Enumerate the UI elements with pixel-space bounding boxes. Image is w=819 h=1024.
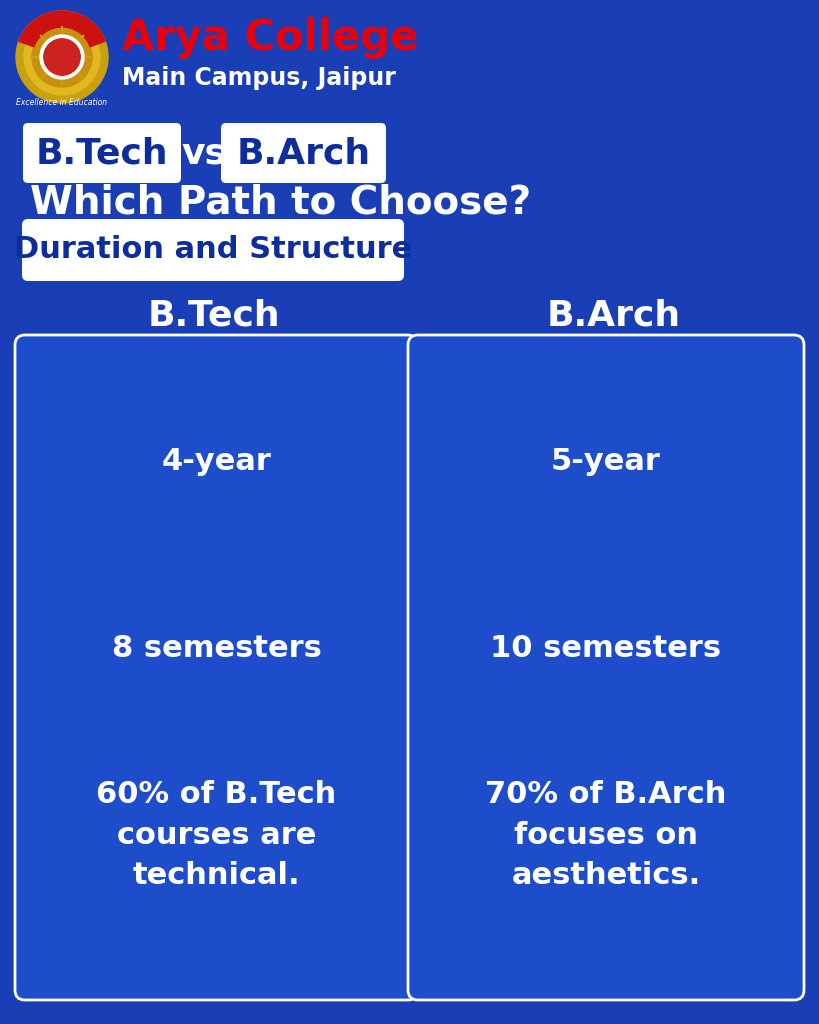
Text: 70% of B.Arch
focuses on
aesthetics.: 70% of B.Arch focuses on aesthetics.: [486, 780, 726, 890]
Text: Arya College: Arya College: [122, 17, 419, 59]
FancyBboxPatch shape: [15, 335, 418, 1000]
FancyBboxPatch shape: [0, 0, 819, 115]
FancyBboxPatch shape: [221, 123, 386, 183]
Wedge shape: [19, 11, 105, 47]
Text: 4-year: 4-year: [161, 446, 271, 475]
Text: B.Tech: B.Tech: [147, 298, 280, 332]
Text: Excellence in Education: Excellence in Education: [16, 98, 107, 106]
Text: Which Path to Choose?: Which Path to Choose?: [30, 183, 532, 221]
Text: 10 semesters: 10 semesters: [491, 634, 722, 663]
FancyBboxPatch shape: [23, 123, 181, 183]
Circle shape: [44, 39, 80, 75]
Text: B.Arch: B.Arch: [547, 298, 681, 332]
Circle shape: [44, 39, 80, 75]
Text: vs: vs: [182, 136, 227, 170]
Text: Main Campus, Jaipur: Main Campus, Jaipur: [122, 66, 396, 90]
Circle shape: [16, 11, 108, 103]
FancyBboxPatch shape: [22, 219, 404, 281]
Circle shape: [32, 27, 92, 87]
Text: B.Arch: B.Arch: [237, 136, 370, 170]
Circle shape: [24, 19, 100, 95]
Circle shape: [40, 35, 84, 79]
Text: B.Tech: B.Tech: [36, 136, 169, 170]
Text: Duration and Structure: Duration and Structure: [14, 236, 412, 264]
Text: 60% of B.Tech
courses are
technical.: 60% of B.Tech courses are technical.: [97, 780, 337, 890]
FancyBboxPatch shape: [408, 335, 804, 1000]
Text: 5-year: 5-year: [551, 446, 661, 475]
Text: 8 semesters: 8 semesters: [111, 634, 321, 663]
